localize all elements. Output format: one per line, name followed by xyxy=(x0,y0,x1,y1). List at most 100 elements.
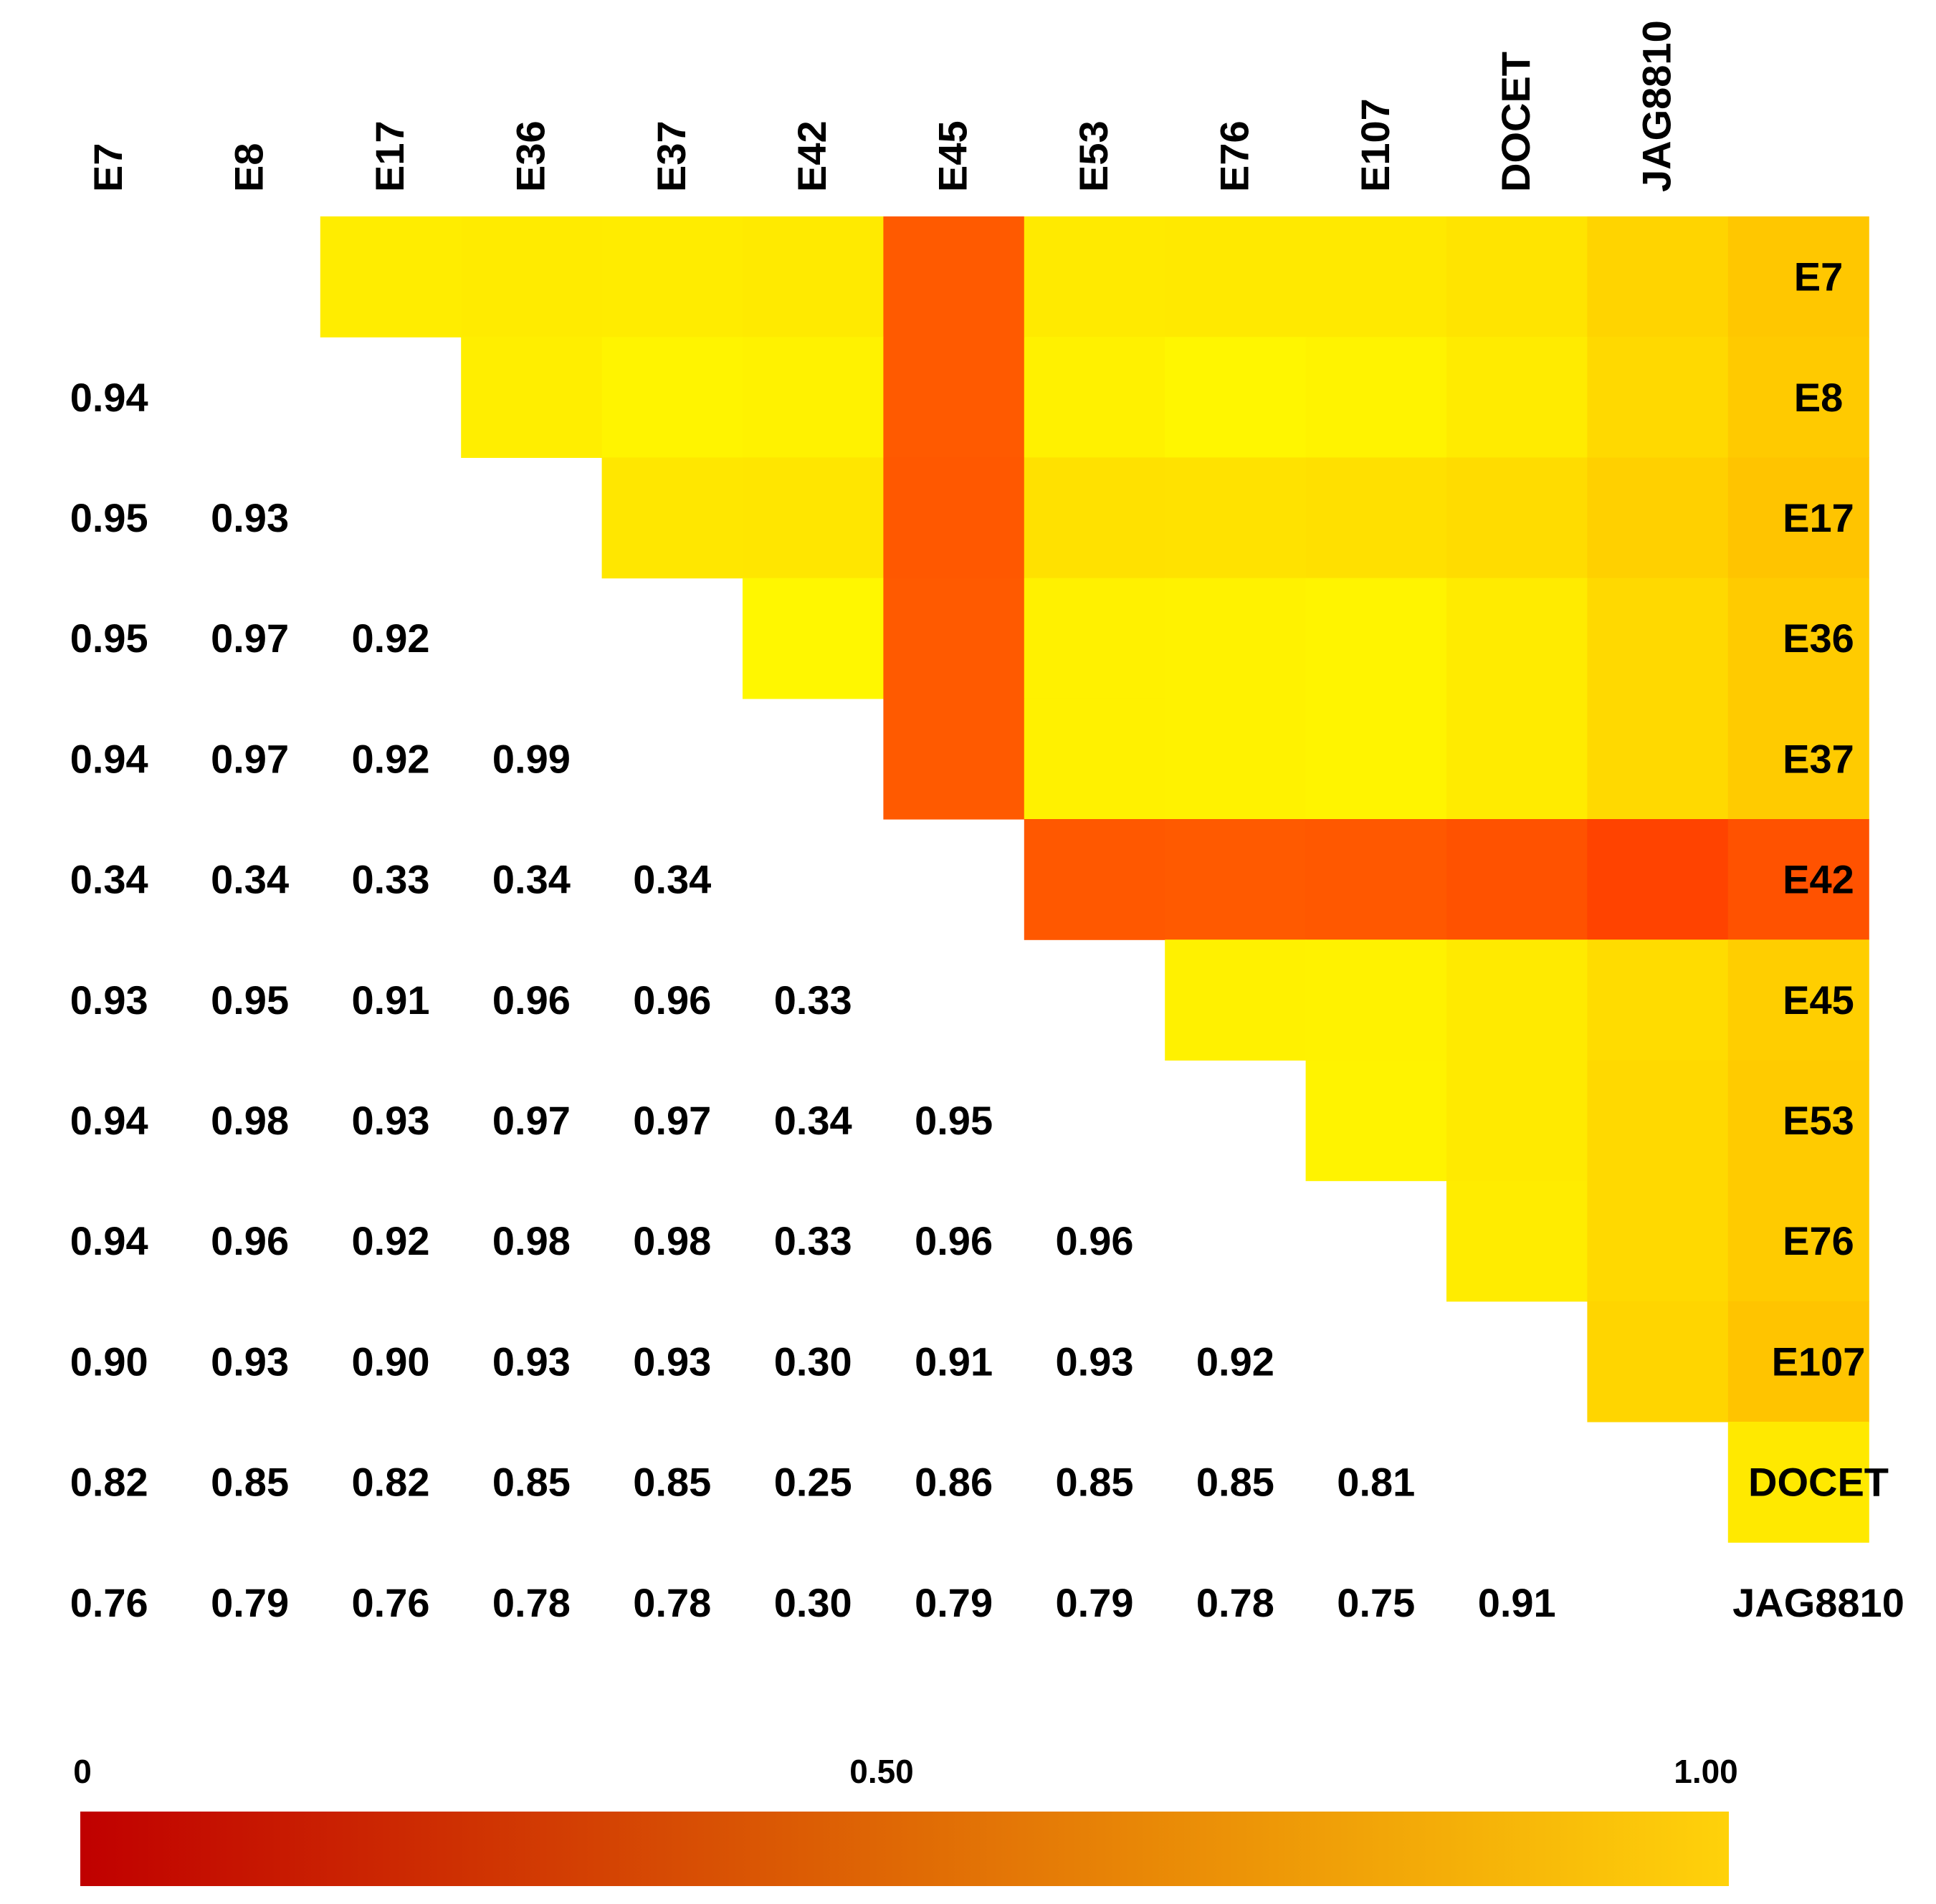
value-label-E37-E17: 0.92 xyxy=(352,736,430,781)
row-labels: E7 E8 E17 E36 E37 E42 E45 E53 E76 E107 DOCET JAG881… xyxy=(1732,254,1904,1625)
heatmap-cell-E36-JAG8810 xyxy=(1727,578,1869,699)
heatmap-cell-E17-E76 xyxy=(1305,457,1447,579)
value-label-E45-E37: 0.96 xyxy=(633,977,711,1023)
value-label-E37-E7: 0.94 xyxy=(70,736,148,781)
value-label-JAG8810-E8: 0.79 xyxy=(211,1580,289,1625)
column-label-E8: E8 xyxy=(226,143,272,193)
value-label-DOCET-E42: 0.25 xyxy=(774,1460,852,1505)
heatmap-cells xyxy=(320,216,1869,1543)
column-label-E76: E76 xyxy=(1211,120,1257,192)
colorbar: 0 0.50 1.00 xyxy=(73,1753,1738,1886)
heatmap-cell-E17-JAG8810 xyxy=(1727,457,1869,579)
heatmap-cell-E8-E17 xyxy=(461,337,603,458)
heatmap-cell-E45-DOCET xyxy=(1587,939,1729,1061)
value-label-E76-E45: 0.96 xyxy=(915,1218,993,1263)
colorbar-tick-label: 0 xyxy=(73,1753,92,1790)
value-label-E45-E42: 0.33 xyxy=(774,977,852,1023)
value-label-E42-E17: 0.33 xyxy=(352,857,430,902)
value-label-JAG8810-E7: 0.76 xyxy=(70,1580,148,1625)
column-label-E7: E7 xyxy=(85,143,130,193)
value-label-E42-E8: 0.34 xyxy=(211,857,289,902)
value-label-DOCET-E17: 0.82 xyxy=(352,1460,430,1505)
value-label-JAG8810-E17: 0.76 xyxy=(352,1580,430,1625)
column-label-E36: E36 xyxy=(507,120,553,192)
value-label-JAG8810-DOCET: 0.91 xyxy=(1478,1580,1556,1625)
row-label-E76: E76 xyxy=(1783,1218,1854,1263)
heatmap-cell-E42-E76 xyxy=(1305,819,1447,940)
heatmap-cell-E45-E76 xyxy=(1305,939,1447,1061)
value-label-E76-E17: 0.92 xyxy=(352,1218,430,1263)
column-labels: E7 E8 E17 E36 E37 E42 E45 E53 E76 E107 DOCET JAG881… xyxy=(85,20,1679,192)
row-label-E53: E53 xyxy=(1783,1098,1854,1143)
row-label-E37: E37 xyxy=(1783,736,1854,781)
value-label-E36-E8: 0.97 xyxy=(211,616,289,661)
value-label-E42-E7: 0.34 xyxy=(70,857,148,902)
value-label-E42-E36: 0.34 xyxy=(492,857,571,902)
heatmap-cell-E37-DOCET xyxy=(1587,698,1729,820)
value-labels: 0.94 0.95 0.93 0.95 0.97 0.92 0.94 0.97 0.92 0.99… xyxy=(70,375,1556,1625)
value-label-E76-E7: 0.94 xyxy=(70,1218,148,1263)
heatmap-cell-E7-E42 xyxy=(883,216,1025,338)
value-label-DOCET-E107: 0.81 xyxy=(1337,1460,1415,1505)
heatmap-cell-E17-E37 xyxy=(743,457,884,579)
value-label-E42-E37: 0.34 xyxy=(633,857,711,902)
heatmap-cell-E17-E45 xyxy=(1024,457,1165,579)
colorbar-ticks: 0 0.50 1.00 xyxy=(73,1753,1738,1790)
value-label-DOCET-E53: 0.85 xyxy=(1056,1460,1134,1505)
heatmap-cell-E76-DOCET xyxy=(1587,1180,1729,1302)
value-label-E8-E7: 0.94 xyxy=(70,375,148,420)
column-label-E107: E107 xyxy=(1353,98,1398,192)
heatmap-cell-E7-E8 xyxy=(320,216,462,338)
value-label-E53-E7: 0.94 xyxy=(70,1098,148,1143)
heatmap-cell-E7-E107 xyxy=(1446,216,1588,338)
value-label-E37-E36: 0.99 xyxy=(492,736,571,781)
heatmap-cell-E37-E42 xyxy=(883,698,1025,820)
value-label-E37-E8: 0.97 xyxy=(211,736,289,781)
heatmap-cell-E37-E53 xyxy=(1165,698,1307,820)
value-label-E17-E7: 0.95 xyxy=(70,495,148,540)
column-label-JAG8810: JAG8810 xyxy=(1634,20,1679,192)
heatmap-cell-E17-E42 xyxy=(883,457,1025,579)
value-label-JAG8810-E76: 0.78 xyxy=(1196,1580,1274,1625)
value-label-DOCET-E8: 0.85 xyxy=(211,1460,289,1505)
heatmap-cell-E53-E76 xyxy=(1305,1060,1447,1182)
heatmap-cell-E8-E107 xyxy=(1446,337,1588,458)
colorbar-tick-label: 0.50 xyxy=(849,1753,914,1790)
value-label-JAG8810-E36: 0.78 xyxy=(492,1580,571,1625)
row-label-E7: E7 xyxy=(1794,254,1844,300)
value-label-E53-E36: 0.97 xyxy=(492,1098,571,1143)
heatmap-cell-E76-E107 xyxy=(1446,1180,1588,1302)
heatmap-cell-E17-DOCET xyxy=(1587,457,1729,579)
value-label-JAG8810-E45: 0.79 xyxy=(915,1580,993,1625)
heatmap-cell-E8-JAG8810 xyxy=(1727,337,1869,458)
heatmap-cell-E36-E53 xyxy=(1165,578,1307,699)
value-label-DOCET-E36: 0.85 xyxy=(492,1460,571,1505)
heatmap-cell-E45-E107 xyxy=(1446,939,1588,1061)
heatmap-cell-E7-E37 xyxy=(743,216,884,338)
value-label-JAG8810-E53: 0.79 xyxy=(1056,1580,1134,1625)
heatmap-cell-E8-E45 xyxy=(1024,337,1165,458)
heatmap-cell-E8-E42 xyxy=(883,337,1025,458)
value-label-E17-E8: 0.93 xyxy=(211,495,289,540)
row-label-E107: E107 xyxy=(1772,1339,1866,1384)
heatmap-cell-E17-E53 xyxy=(1165,457,1307,579)
value-label-E107-E45: 0.91 xyxy=(915,1339,993,1384)
value-label-E76-E53: 0.96 xyxy=(1056,1218,1134,1263)
colorbar-tick-label: 1.00 xyxy=(1674,1753,1738,1790)
heatmap-cell-E36-E37 xyxy=(743,578,884,699)
row-label-E42: E42 xyxy=(1783,857,1854,902)
heatmap-cell-E7-E45 xyxy=(1024,216,1165,338)
heatmap-cell-E53-E107 xyxy=(1446,1060,1588,1182)
value-label-E107-E37: 0.93 xyxy=(633,1339,711,1384)
heatmap-cell-E37-JAG8810 xyxy=(1727,698,1869,820)
column-label-E37: E37 xyxy=(649,120,694,192)
value-label-E53-E42: 0.34 xyxy=(774,1098,852,1143)
column-label-DOCET: DOCET xyxy=(1493,52,1538,192)
row-label-DOCET: DOCET xyxy=(1748,1460,1889,1505)
heatmap-cell-E8-E37 xyxy=(743,337,884,458)
value-label-E107-E42: 0.30 xyxy=(774,1339,852,1384)
colorbar-gradient xyxy=(80,1812,1729,1886)
heatmap-cell-E42-E53 xyxy=(1165,819,1307,940)
heatmap-cell-E107-JAG8810 xyxy=(1727,1301,1869,1422)
column-label-E42: E42 xyxy=(789,120,834,192)
